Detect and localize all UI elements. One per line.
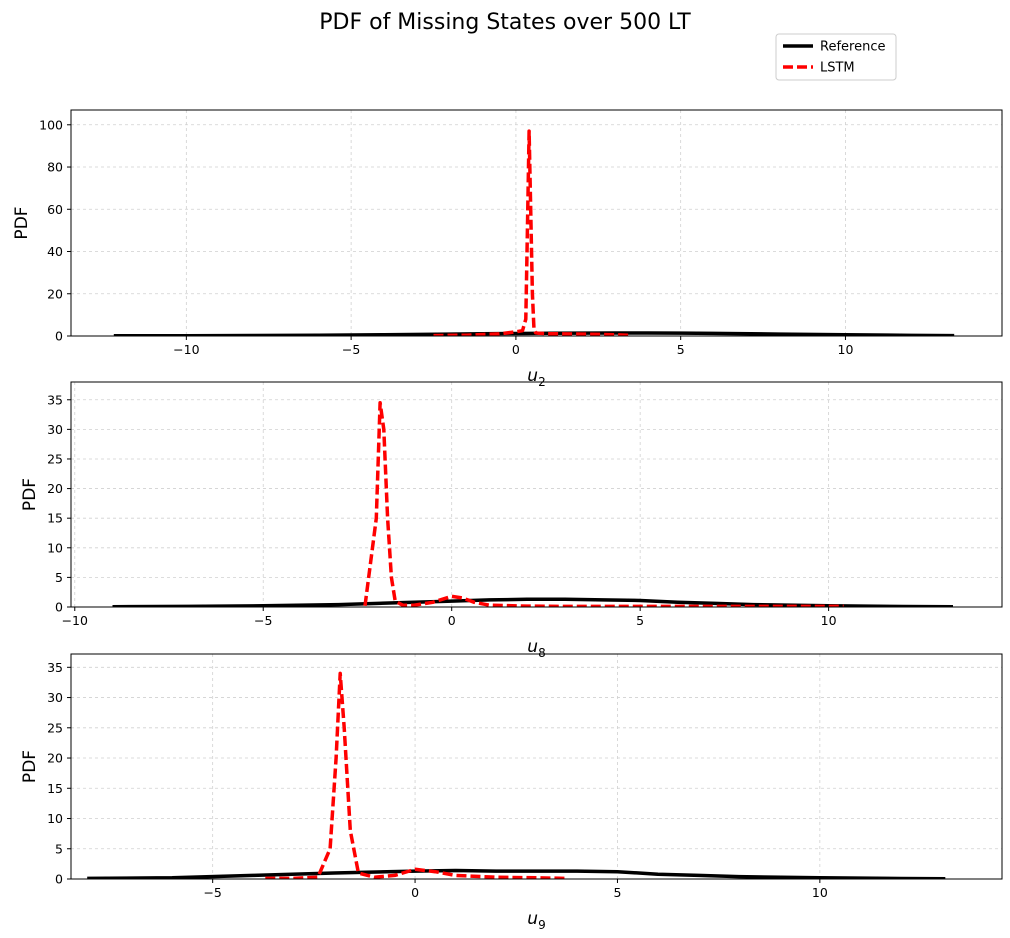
x-tick-label: 10	[838, 342, 854, 357]
x-tick-label: −5	[254, 613, 272, 628]
y-tick-label: 15	[47, 781, 63, 796]
x-tick-label: 0	[411, 885, 419, 900]
y-axis-label: PDF	[12, 206, 32, 239]
y-tick-label: 40	[47, 244, 63, 259]
y-axis-label: PDF	[20, 750, 40, 783]
y-tick-label: 80	[47, 160, 63, 175]
figure-title: PDF of Missing States over 500 LT	[319, 10, 691, 35]
axes-frame	[70, 653, 1003, 880]
x-tick-label: 5	[613, 885, 621, 900]
y-tick-label: 0	[55, 329, 63, 344]
series-line-reference	[87, 868, 946, 879]
x-tick-label: −10	[173, 342, 199, 357]
y-tick-label: 10	[47, 540, 63, 555]
y-tick-label: 35	[47, 660, 63, 675]
y-tick-label: 25	[47, 451, 63, 466]
x-tick-label: 10	[812, 885, 828, 900]
legend-lstm-label: LSTM	[820, 61, 855, 76]
series-line-lstm	[363, 400, 844, 607]
x-axis-label: u2	[527, 366, 545, 389]
panel-3: −5 0 5 10 0 5 10 15 20 25 30 35 u9 PDF	[20, 653, 1003, 932]
series-line-lstm	[433, 129, 632, 336]
x-tick-label: 10	[821, 613, 837, 628]
y-tick-label: 5	[55, 841, 63, 856]
y-tick-label: 10	[47, 811, 63, 826]
y-tick-label: 15	[47, 511, 63, 526]
series-line-reference	[113, 331, 955, 336]
x-tick-label: 0	[448, 613, 456, 628]
series-line-lstm	[265, 671, 565, 879]
y-tick-label: 5	[55, 570, 63, 585]
y-tick-label: 0	[55, 600, 63, 615]
x-axis-label: u9	[527, 909, 545, 932]
x-tick-label: 5	[636, 613, 644, 628]
x-tick-label: 5	[677, 342, 685, 357]
y-tick-label: 20	[47, 481, 63, 496]
legend-reference-label: Reference	[820, 40, 885, 55]
y-tick-label: 25	[47, 720, 63, 735]
x-tick-label: 0	[512, 342, 520, 357]
x-tick-label: −5	[203, 885, 221, 900]
y-tick-label: 35	[47, 392, 63, 407]
axes-frame	[70, 109, 1003, 337]
y-tick-label: 20	[47, 286, 63, 301]
y-tick-label: 60	[47, 202, 63, 217]
y-tick-label: 20	[47, 751, 63, 766]
y-axis-label: PDF	[20, 478, 40, 511]
axes-frame	[70, 381, 1003, 608]
x-axis-label: u8	[527, 637, 545, 660]
x-tick-label: −5	[342, 342, 360, 357]
panel-2: −10 −5 0 5 10 0 5 10 15 20 25 30 35 u8 PDF	[20, 381, 1003, 660]
y-tick-label: 0	[55, 872, 63, 887]
y-tick-label: 30	[47, 422, 63, 437]
y-tick-label: 100	[39, 117, 63, 132]
series-line-reference	[112, 597, 954, 607]
x-tick-label: −10	[62, 613, 88, 628]
legend: Reference LSTM	[775, 33, 897, 81]
y-tick-label: 30	[47, 690, 63, 705]
